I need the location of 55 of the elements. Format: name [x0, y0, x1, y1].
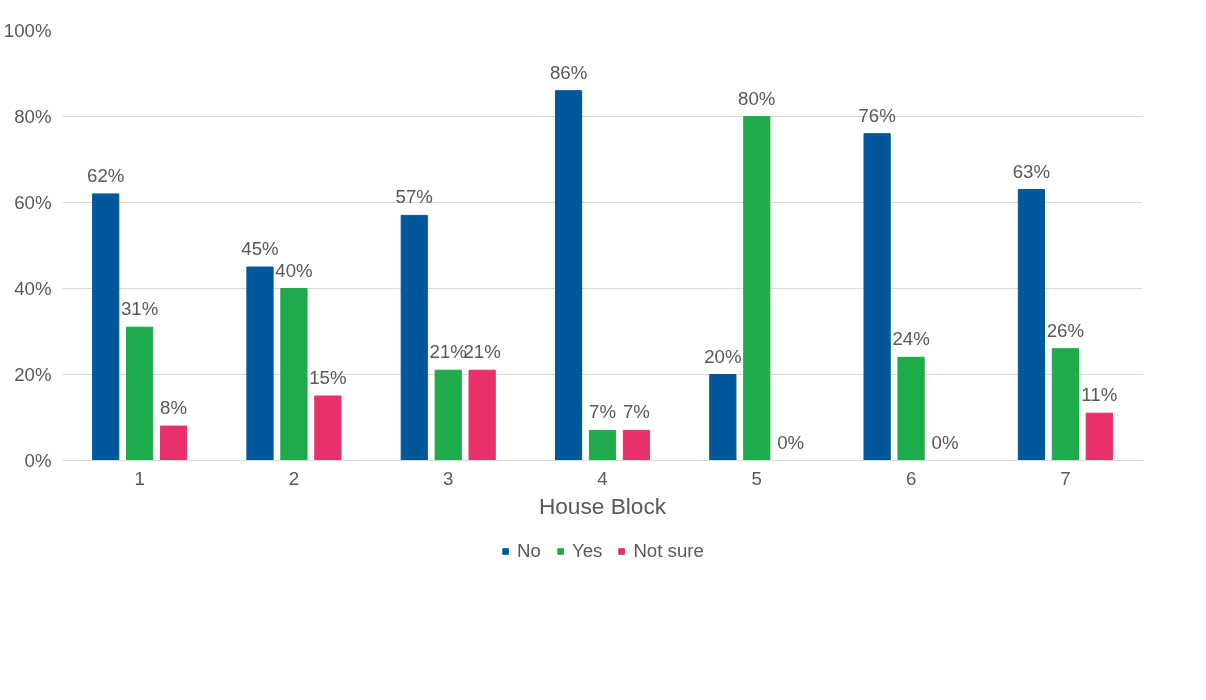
data-label: 57% — [395, 186, 433, 208]
x-axis-title: House Block — [538, 492, 667, 519]
bar — [622, 429, 651, 461]
bar — [126, 326, 154, 461]
x-tick-label: 2 — [288, 467, 300, 489]
data-label: 0% — [931, 431, 959, 453]
y-tick-label: 40% — [14, 278, 52, 299]
bar — [709, 374, 737, 461]
x-tick-label: 6 — [905, 467, 917, 489]
y-tick-label: 0% — [24, 450, 52, 471]
bar — [1017, 189, 1046, 461]
bar — [743, 116, 771, 461]
data-label: 7% — [622, 401, 650, 423]
data-label: 15% — [309, 367, 347, 388]
data-label: 63% — [1012, 160, 1051, 182]
bar — [588, 429, 617, 461]
y-tick-label: 60% — [14, 192, 52, 213]
data-label: 20% — [704, 345, 742, 367]
data-label: 31% — [120, 298, 159, 320]
data-label: 11% — [1081, 384, 1118, 406]
data-label: 7% — [589, 401, 616, 423]
x-tick-label: 7 — [1060, 467, 1071, 489]
y-tick-label: 80% — [14, 106, 52, 127]
legend-label: Yes — [571, 540, 603, 562]
legend-label: No — [517, 540, 541, 562]
bar — [159, 425, 188, 461]
data-label: 86% — [549, 61, 588, 83]
data-label: 26% — [1046, 319, 1085, 341]
bar — [400, 214, 428, 461]
bar — [554, 90, 583, 461]
data-label: 8% — [160, 397, 188, 419]
x-tick-label: 4 — [597, 467, 608, 489]
bar — [280, 288, 308, 461]
x-tick-label: 3 — [443, 467, 454, 489]
bar — [1085, 412, 1113, 461]
y-tick-label: 100% — [3, 20, 52, 41]
y-tick-label: 20% — [14, 364, 52, 385]
x-tick-label: 5 — [751, 467, 762, 489]
data-label: 76% — [858, 104, 896, 126]
bar — [314, 395, 342, 461]
bar — [468, 369, 496, 461]
bar — [1051, 348, 1079, 461]
data-label: 62% — [87, 164, 125, 186]
data-label: 45% — [241, 238, 279, 259]
bar — [863, 133, 891, 461]
data-label: 40% — [275, 259, 313, 281]
legend-label: Not sure — [633, 540, 704, 562]
bar — [897, 356, 925, 461]
data-label: 0% — [777, 431, 805, 453]
bar — [434, 369, 462, 461]
data-label: 80% — [738, 87, 776, 109]
x-tick-label: 1 — [134, 467, 145, 489]
data-label: 24% — [892, 328, 930, 350]
bar — [246, 266, 274, 461]
bar — [92, 193, 120, 461]
